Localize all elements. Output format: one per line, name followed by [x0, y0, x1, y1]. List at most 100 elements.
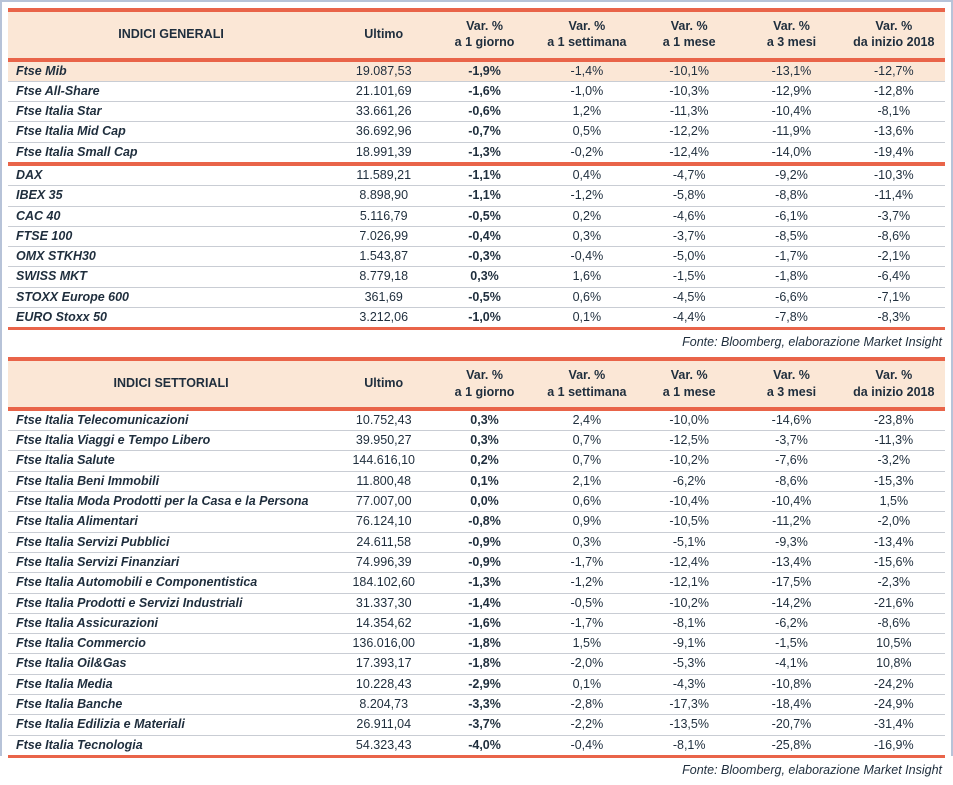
ultimo-value: 361,69: [334, 287, 434, 309]
var-1mese-value: -5,0%: [638, 246, 741, 268]
var-1settimana-value: -0,4%: [535, 735, 639, 758]
var-1settimana-value: -1,4%: [535, 60, 639, 82]
table-row: Ftse Italia Automobili e Componentistica…: [8, 572, 945, 594]
var-3mesi-value: -18,4%: [740, 694, 843, 716]
col-header-line2: a 3 mesi: [766, 384, 817, 399]
var-1giorno-value: -3,7%: [433, 714, 536, 736]
var-1mese-value: -4,7%: [638, 164, 741, 187]
var-1giorno-value: -1,8%: [433, 633, 536, 655]
var-3mesi-value: -11,9%: [740, 121, 843, 143]
col-header-var-1mese: Var. % a 1 mese: [638, 357, 741, 408]
col-header-var-1settimana: Var. % a 1 settimana: [535, 357, 639, 408]
var-1giorno-value: -1,6%: [433, 613, 536, 635]
var-inizio2018-value: -24,2%: [842, 674, 945, 696]
ultimo-value: 8.204,73: [334, 694, 434, 716]
index-name: SWISS MKT: [8, 266, 335, 288]
var-1giorno-value: -1,6%: [433, 81, 536, 103]
table-row: STOXX Europe 600 361,69 -0,5% 0,6% -4,5%…: [8, 287, 945, 309]
var-1settimana-value: 2,4%: [535, 409, 639, 432]
var-1mese-value: -12,5%: [638, 430, 741, 452]
var-inizio2018-value: -2,0%: [842, 511, 945, 533]
table-row: FTSE 100 7.026,99 -0,4% 0,3% -3,7% -8,5%…: [8, 226, 945, 248]
var-3mesi-value: -8,6%: [740, 471, 843, 493]
var-1mese-value: -4,6%: [638, 206, 741, 227]
col-header-line1: Var. %: [466, 19, 503, 33]
table-row: EURO Stoxx 50 3.212,06 -1,0% 0,1% -4,4% …: [8, 307, 945, 331]
table-row: Ftse Italia Beni Immobili 11.800,48 0,1%…: [8, 471, 945, 493]
var-inizio2018-value: -10,3%: [842, 164, 945, 187]
var-1settimana-value: 0,1%: [535, 307, 639, 331]
var-1settimana-value: -0,2%: [535, 142, 639, 164]
var-1giorno-value: -0,4%: [433, 226, 536, 248]
indici-generali-table: INDICI GENERALI Ultimo Var. % a 1 giorno…: [8, 8, 945, 331]
var-1mese-value: -13,5%: [638, 714, 741, 736]
index-name: Ftse Italia Media: [8, 674, 335, 696]
col-header-var-1mese: Var. % a 1 mese: [638, 8, 741, 59]
var-1settimana-value: 0,5%: [535, 121, 639, 143]
var-1settimana-value: -1,2%: [535, 572, 639, 594]
var-1settimana-value: 0,7%: [535, 450, 639, 472]
ultimo-value: 17.393,17: [334, 653, 434, 675]
var-1giorno-value: 0,2%: [433, 450, 536, 472]
table-row: Ftse Italia Servizi Pubblici 24.611,58 -…: [8, 532, 945, 553]
var-1giorno-value: -0,9%: [433, 532, 536, 553]
index-name: Ftse Italia Moda Prodotti per la Casa e …: [8, 491, 335, 513]
var-1settimana-value: 1,2%: [535, 101, 639, 123]
index-name: Ftse Italia Assicurazioni: [8, 613, 335, 635]
col-header-line1: Var. %: [670, 368, 708, 383]
var-1mese-value: -5,8%: [638, 185, 741, 207]
var-3mesi-value: -7,8%: [740, 307, 843, 331]
var-1mese-value: -8,1%: [638, 613, 741, 635]
ultimo-value: 11.589,21: [334, 164, 434, 187]
col-header-line1: Var. %: [875, 19, 913, 33]
index-name: STOXX Europe 600: [8, 287, 335, 309]
var-1giorno-value: -0,3%: [433, 246, 536, 268]
ultimo-value: 18.991,39: [334, 142, 434, 164]
var-inizio2018-value: -12,8%: [842, 81, 945, 103]
var-1settimana-value: -2,0%: [535, 653, 639, 675]
index-name: Ftse Italia Tecnologia: [8, 735, 335, 758]
ultimo-value: 24.611,58: [334, 532, 434, 553]
var-1settimana-value: 0,3%: [535, 532, 639, 553]
ultimo-value: 184.102,60: [334, 572, 434, 594]
var-inizio2018-value: -13,6%: [842, 121, 945, 143]
sectoral-table-title: INDICI SETTORIALI: [8, 357, 335, 408]
col-header-line2: a 1 giorno: [454, 35, 515, 50]
ultimo-value: 144.616,10: [334, 450, 434, 472]
col-header-var-1settimana: Var. % a 1 settimana: [535, 8, 639, 59]
var-1mese-value: -4,5%: [638, 287, 741, 309]
var-1settimana-value: 0,7%: [535, 430, 639, 452]
var-inizio2018-value: -19,4%: [842, 142, 945, 164]
var-1settimana-value: 0,2%: [535, 206, 639, 227]
var-1giorno-value: -0,7%: [433, 121, 536, 143]
var-1giorno-value: -0,5%: [433, 287, 536, 309]
table-row: Ftse Italia Alimentari 76.124,10 -0,8% 0…: [8, 511, 945, 533]
table-row: Ftse Italia Tecnologia 54.323,43 -4,0% -…: [8, 735, 945, 758]
var-3mesi-value: -1,8%: [740, 266, 843, 288]
var-3mesi-value: -10,4%: [740, 491, 843, 513]
var-1settimana-value: -1,0%: [535, 81, 639, 103]
var-1giorno-value: -1,4%: [433, 593, 536, 614]
var-1mese-value: -12,4%: [638, 552, 741, 574]
var-1mese-value: -10,4%: [638, 491, 741, 513]
var-3mesi-value: -7,6%: [740, 450, 843, 472]
table-row: OMX STKH30 1.543,87 -0,3% -0,4% -5,0% -1…: [8, 246, 945, 268]
var-1settimana-value: -2,8%: [535, 694, 639, 716]
var-1settimana-value: 0,9%: [535, 511, 639, 533]
var-1settimana-value: -0,5%: [535, 593, 639, 614]
var-1giorno-value: -1,9%: [433, 60, 536, 82]
col-header-line2: a 1 mese: [662, 384, 716, 399]
var-1giorno-value: 0,3%: [433, 430, 536, 452]
var-inizio2018-value: -11,3%: [842, 430, 945, 452]
index-name: Ftse Italia Telecomunicazioni: [8, 409, 335, 432]
ultimo-value: 5.116,79: [334, 206, 434, 227]
index-name: DAX: [8, 164, 335, 187]
var-1mese-value: -4,3%: [638, 674, 741, 696]
index-name: IBEX 35: [8, 185, 335, 207]
ultimo-value: 54.323,43: [334, 735, 434, 758]
var-3mesi-value: -8,8%: [740, 185, 843, 207]
var-1mese-value: -17,3%: [638, 694, 741, 716]
var-1giorno-value: 0,1%: [433, 471, 536, 493]
index-name: Ftse Italia Mid Cap: [8, 121, 335, 143]
index-name: Ftse Italia Alimentari: [8, 511, 335, 533]
